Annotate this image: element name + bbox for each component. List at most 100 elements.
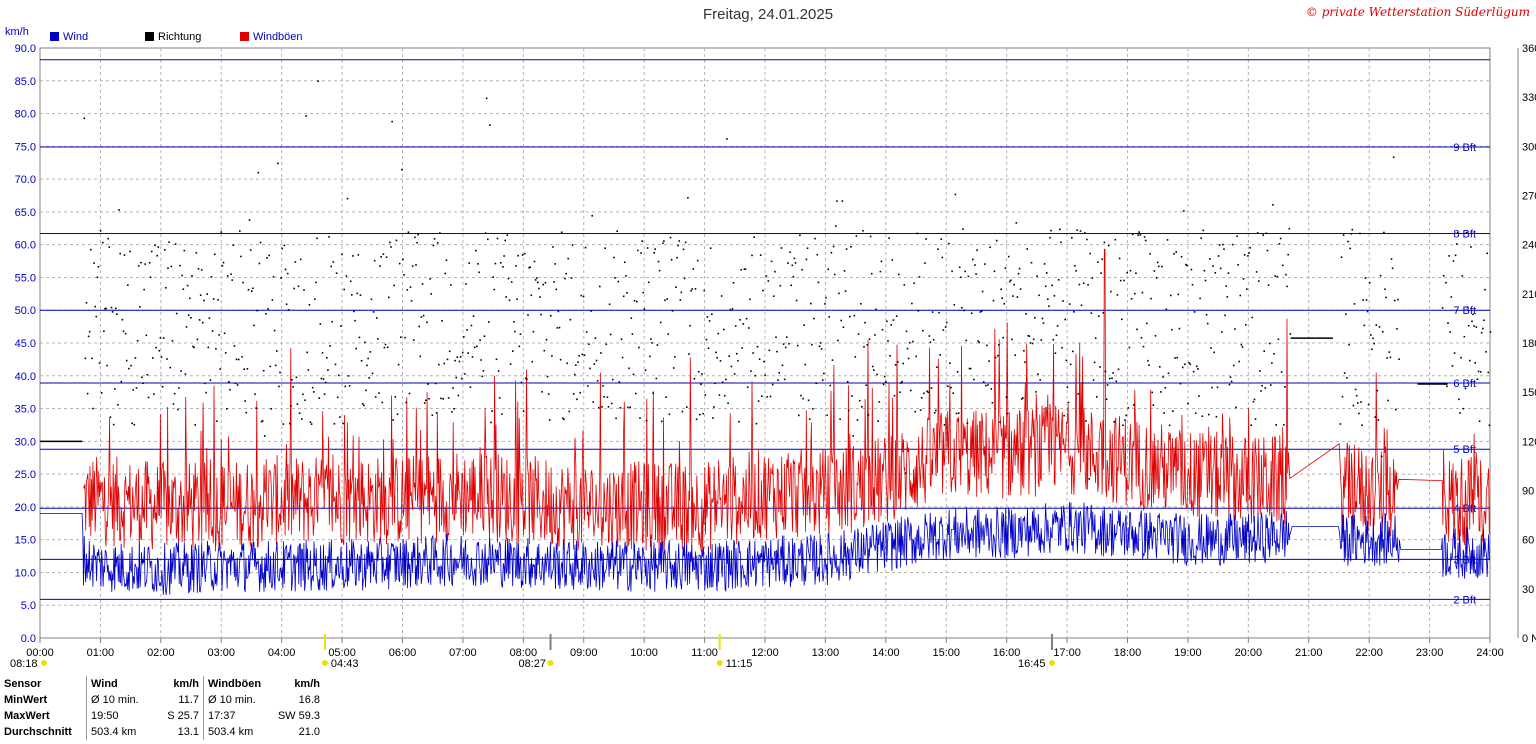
direction-point: [1026, 248, 1028, 250]
direction-point: [626, 292, 628, 294]
direction-point: [346, 197, 349, 200]
direction-point: [1140, 337, 1143, 339]
direction-point: [923, 392, 925, 395]
direction-point: [1147, 359, 1149, 362]
direction-point: [1118, 257, 1121, 260]
direction-point: [505, 296, 507, 298]
direction-point: [245, 411, 248, 414]
direction-point: [1180, 255, 1183, 258]
direction-point: [1364, 277, 1367, 279]
y-tick-label: 75.0: [15, 141, 36, 153]
direction-point: [308, 304, 311, 306]
x-tick-label: 19:00: [1174, 647, 1202, 659]
direction-point: [146, 374, 149, 376]
direction-point: [1454, 254, 1457, 257]
direction-point: [379, 265, 381, 267]
direction-point: [482, 370, 485, 372]
direction-point: [1061, 346, 1063, 349]
direction-point: [672, 367, 675, 369]
direction-point: [554, 263, 556, 265]
direction-point: [756, 345, 759, 348]
direction-point: [441, 320, 443, 322]
direction-point: [1460, 356, 1462, 359]
direction-point: [628, 367, 630, 370]
direction-point: [726, 138, 728, 140]
direction-point: [981, 290, 984, 293]
direction-point: [327, 369, 329, 371]
direction-point: [1383, 231, 1385, 234]
direction-point: [1132, 404, 1135, 406]
direction-point: [1053, 295, 1056, 297]
direction-point: [583, 354, 586, 356]
direction-point: [510, 281, 513, 283]
direction-point: [1056, 325, 1059, 327]
direction-point: [228, 381, 230, 383]
direction-point: [507, 277, 510, 280]
direction-point: [843, 270, 846, 272]
direction-point: [1011, 338, 1013, 341]
direction-point: [432, 244, 435, 247]
direction-point: [219, 368, 221, 370]
direction-point: [294, 261, 297, 263]
direction-point: [251, 290, 253, 292]
direction-point: [214, 253, 216, 256]
direction-point: [830, 251, 833, 254]
direction-point: [604, 247, 606, 249]
direction-point: [625, 275, 627, 277]
direction-point: [1281, 264, 1284, 267]
x-tick-label: 06:00: [389, 647, 417, 659]
direction-point: [152, 357, 154, 359]
direction-point: [140, 261, 142, 264]
direction-point: [748, 327, 750, 329]
direction-point: [270, 408, 273, 410]
direction-point: [945, 321, 948, 324]
direction-point: [752, 352, 754, 354]
direction-point: [1177, 293, 1180, 296]
x-tick-label: 13:00: [812, 647, 840, 659]
direction-point: [143, 288, 145, 291]
direction-point: [1489, 331, 1492, 333]
direction-point: [645, 419, 648, 422]
direction-point: [589, 367, 591, 370]
direction-point: [243, 368, 245, 370]
direction-point: [690, 290, 692, 292]
direction-point: [426, 321, 428, 324]
direction-point: [1002, 336, 1004, 339]
direction-point: [1202, 229, 1205, 232]
direction-point: [942, 329, 945, 331]
direction-point: [1237, 264, 1239, 266]
direction-point: [670, 258, 673, 261]
direction-point: [423, 402, 426, 404]
direction-point: [268, 254, 270, 257]
direction-point: [1467, 324, 1470, 327]
chart-title: Freitag, 24.01.2025: [702, 6, 834, 23]
direction-point: [546, 375, 549, 378]
direction-point: [1355, 394, 1358, 397]
direction-point: [1164, 387, 1167, 389]
direction-point: [568, 410, 571, 413]
x-tick-label: 01:00: [87, 647, 115, 659]
direction-point: [764, 374, 766, 377]
direction-point: [644, 369, 647, 371]
direction-point: [145, 334, 148, 337]
direction-point: [620, 338, 623, 340]
direction-point: [810, 302, 812, 305]
direction-point: [1051, 284, 1053, 287]
direction-point: [668, 413, 671, 416]
direction-point: [1386, 357, 1388, 359]
direction-point: [715, 351, 717, 354]
direction-point: [738, 420, 740, 423]
direction-point: [180, 370, 182, 372]
beaufort-label: 8 Bft: [1453, 229, 1476, 241]
direction-point: [404, 336, 406, 339]
direction-point: [1465, 231, 1468, 234]
direction-point: [290, 405, 292, 407]
direction-point: [759, 254, 762, 256]
direction-point: [1249, 247, 1251, 249]
direction-point: [845, 248, 848, 250]
direction-point: [1227, 272, 1230, 274]
direction-point: [1025, 313, 1027, 315]
direction-point: [1203, 269, 1206, 272]
direction-point: [470, 324, 473, 327]
direction-point: [517, 254, 519, 257]
